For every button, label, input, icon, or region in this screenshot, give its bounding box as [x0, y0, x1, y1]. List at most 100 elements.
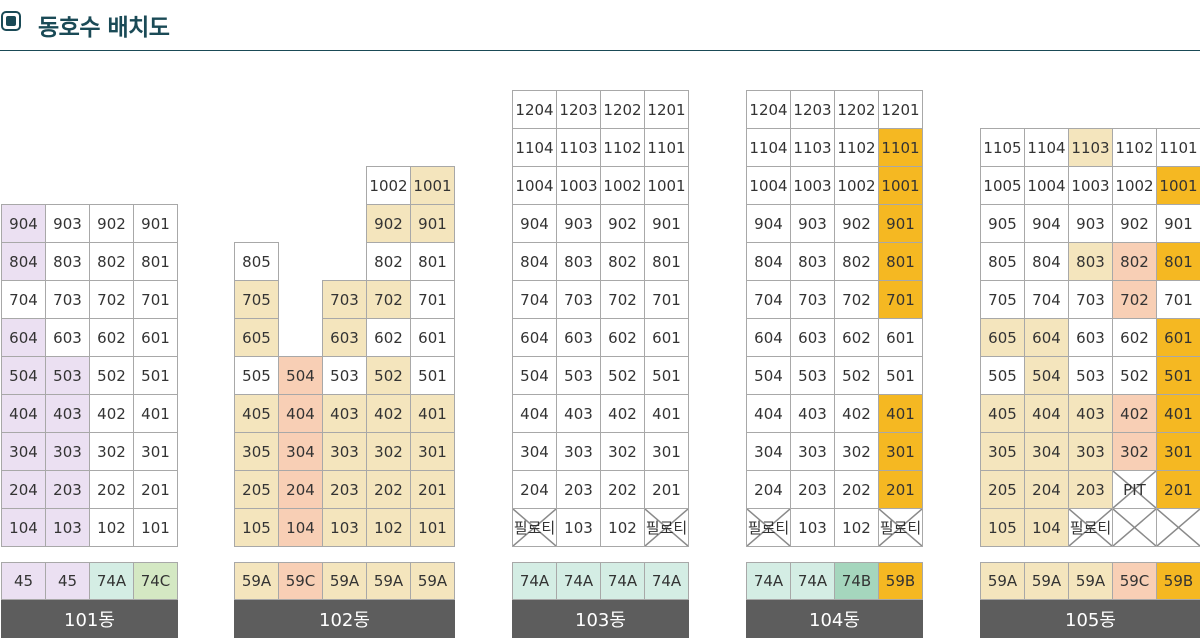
unit-number: 602 [842, 328, 871, 347]
unit-number: 1203 [559, 100, 598, 119]
unit-number: 404 [9, 404, 38, 423]
unit-number: 201 [1164, 480, 1193, 499]
unit-number: 701 [418, 290, 447, 309]
unit-number: 702 [608, 290, 637, 309]
unit-cell: 605 [234, 318, 279, 357]
unit-number: 1102 [1115, 138, 1154, 157]
unit-number: 804 [754, 252, 783, 271]
unit-number: 804 [1032, 252, 1061, 271]
unit-type-cell: 74A [89, 562, 134, 600]
building-label: 103동 [512, 600, 689, 638]
unit-cell: 601 [878, 318, 923, 357]
unit-cell: 801 [878, 242, 923, 281]
unit-number: 802 [1120, 252, 1149, 271]
unit-number: 604 [1032, 328, 1061, 347]
unit-number: 903 [1076, 214, 1105, 233]
unit-cell: 902 [89, 204, 134, 243]
unit-number: 904 [754, 214, 783, 233]
unit-cell: 501 [1156, 356, 1200, 395]
unit-cell: 101 [410, 508, 455, 547]
unit-number: 1103 [559, 138, 598, 157]
unit-number: 304 [754, 442, 783, 461]
unit-cell: 304 [278, 432, 323, 471]
unit-cell: 401 [1156, 394, 1200, 433]
unit-cell: PIT [1112, 470, 1157, 509]
unit-number: 801 [141, 252, 170, 271]
unit-number: 302 [97, 442, 126, 461]
unit-number: 704 [9, 290, 38, 309]
unit-number: 202 [374, 480, 403, 499]
unit-number: 704 [1032, 290, 1061, 309]
unit-cell: 403 [790, 394, 835, 433]
unit-number: 1003 [793, 176, 832, 195]
unit-number: 403 [330, 404, 359, 423]
unit-cell: 303 [45, 432, 90, 471]
unit-cell: 102 [600, 508, 645, 547]
unit-number: 301 [141, 442, 170, 461]
unit-cell: 1001 [1156, 166, 1200, 205]
unit-number: 701 [141, 290, 170, 309]
unit-cell: 502 [89, 356, 134, 395]
unit-cell: 503 [1068, 356, 1113, 395]
unit-cell: 604 [512, 318, 557, 357]
unit-cell: 902 [1112, 204, 1157, 243]
unit-cell: 701 [878, 280, 923, 319]
unit-number: 501 [1164, 366, 1193, 385]
unit-number: 1002 [603, 176, 642, 195]
unit-number: 505 [988, 366, 1017, 385]
unit-type-cell: 74A [644, 562, 689, 600]
square-bullet-icon [1, 11, 21, 31]
unit-cell: 1004 [512, 166, 557, 205]
unit-number: 302 [842, 442, 871, 461]
unit-number: 902 [97, 214, 126, 233]
unit-cell: 601 [1156, 318, 1200, 357]
unit-number: 904 [1032, 214, 1061, 233]
unit-cell: 103 [45, 508, 90, 547]
unit-cell: 701 [1156, 280, 1200, 319]
unit-number: 1201 [647, 100, 686, 119]
unit-number: 1004 [515, 176, 554, 195]
unit-type-cell: 59A [234, 562, 279, 600]
unit-cell: 1101 [1156, 128, 1200, 167]
unit-number: 901 [886, 214, 915, 233]
unit-cell: 404 [512, 394, 557, 433]
unit-cell: 201 [644, 470, 689, 509]
unit-number: 701 [886, 290, 915, 309]
unit-number: 202 [842, 480, 871, 499]
unit-number: 901 [652, 214, 681, 233]
unit-cell: 201 [1156, 470, 1200, 509]
unit-number: 1004 [1027, 176, 1066, 195]
unit-cell: 402 [834, 394, 879, 433]
unit-number: 필로티 [645, 519, 688, 537]
unit-number: 602 [374, 328, 403, 347]
unit-number: 1104 [749, 138, 788, 157]
unit-cell: 804 [1, 242, 46, 281]
unit-cell: 1104 [746, 128, 791, 167]
unit-number: 403 [798, 404, 827, 423]
unit-number: 304 [9, 442, 38, 461]
unit-number: 502 [374, 366, 403, 385]
unit-number: 301 [1164, 442, 1193, 461]
unit-number: 1001 [413, 176, 452, 195]
unit-cell: 102 [366, 508, 411, 547]
unit-cell: 902 [834, 204, 879, 243]
unit-number: 205 [988, 480, 1017, 499]
unit-cell: 404 [1, 394, 46, 433]
unit-number: 502 [97, 366, 126, 385]
unit-number: 1102 [603, 138, 642, 157]
unit-cell: 201 [878, 470, 923, 509]
unit-number: 601 [418, 328, 447, 347]
unit-number: 1103 [1071, 138, 1110, 157]
unit-number: 903 [798, 214, 827, 233]
unit-cell: 803 [556, 242, 601, 281]
unit-cell: 601 [133, 318, 178, 357]
unit-cell: 303 [790, 432, 835, 471]
unit-cell: 302 [834, 432, 879, 471]
unit-number: 705 [988, 290, 1017, 309]
unit-cell: 1202 [600, 90, 645, 129]
unit-cell: 202 [366, 470, 411, 509]
building-label: 101동 [1, 600, 178, 638]
unit-number: 1204 [749, 100, 788, 119]
unit-cell: 603 [790, 318, 835, 357]
unit-number: 401 [141, 404, 170, 423]
